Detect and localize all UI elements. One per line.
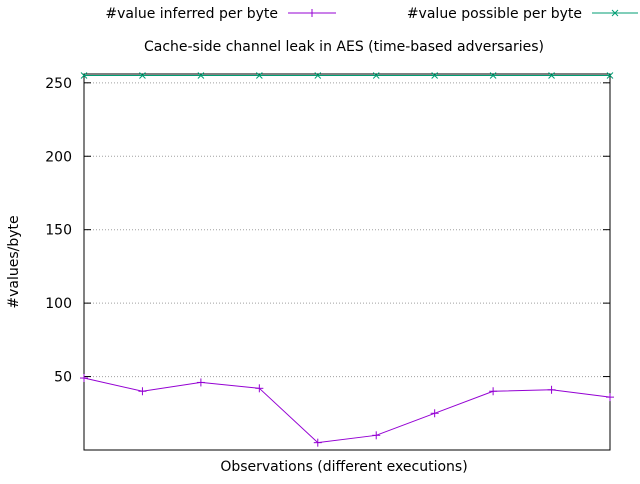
series-1 xyxy=(80,374,614,447)
legend-label: #value inferred per byte xyxy=(105,6,278,22)
marker-stroke xyxy=(606,72,614,79)
data-point xyxy=(430,409,439,418)
x-axis-label: Observations (different executions) xyxy=(220,459,467,475)
y-tick-label: 250 xyxy=(45,76,72,92)
series xyxy=(80,72,614,447)
y-axis-ticks: 50 100 150 200 250 xyxy=(45,76,610,386)
axes xyxy=(83,73,611,451)
data-point xyxy=(80,374,88,383)
data-point xyxy=(313,438,322,447)
y-axis-label: #values/byte xyxy=(6,215,22,308)
marker-stroke xyxy=(197,72,205,79)
marker-stroke xyxy=(314,72,322,79)
data-point xyxy=(606,72,614,79)
data-point xyxy=(255,384,264,393)
plot-frame xyxy=(83,73,611,451)
data-point xyxy=(314,72,322,79)
marker-stroke xyxy=(548,72,555,79)
series-line xyxy=(83,377,611,444)
data-point xyxy=(138,387,147,396)
legend: #value inferred per byte #value possible … xyxy=(105,6,638,22)
data-point xyxy=(372,72,380,79)
data-point xyxy=(197,72,205,79)
data-point xyxy=(547,385,556,394)
marker-stroke xyxy=(80,72,88,79)
data-point xyxy=(548,72,555,79)
y-tick-label: 150 xyxy=(45,223,72,239)
marker-stroke xyxy=(372,72,380,79)
y-tick-label: 200 xyxy=(45,149,72,165)
series-2 xyxy=(80,72,614,79)
data-point xyxy=(255,72,263,79)
chart-title: Cache-side channel leak in AES (time-bas… xyxy=(144,39,544,55)
y-tick-label: 50 xyxy=(54,370,72,386)
marker-stroke xyxy=(139,72,146,79)
legend-item-2: #value possible per byte xyxy=(407,6,638,22)
grid xyxy=(84,82,610,378)
marker-stroke xyxy=(489,72,497,79)
data-point xyxy=(80,72,88,79)
data-point xyxy=(431,72,439,79)
marker-stroke xyxy=(611,9,619,17)
marker-stroke xyxy=(431,72,439,79)
data-point xyxy=(606,393,614,402)
marker-stroke xyxy=(255,72,263,79)
data-point xyxy=(196,378,205,387)
data-point xyxy=(489,72,497,79)
data-point xyxy=(489,387,498,396)
data-point xyxy=(372,431,381,440)
legend-label: #value possible per byte xyxy=(407,6,582,22)
data-point xyxy=(139,72,146,79)
legend-item-1: #value inferred per byte xyxy=(105,6,336,22)
y-tick-label: 100 xyxy=(45,296,72,312)
